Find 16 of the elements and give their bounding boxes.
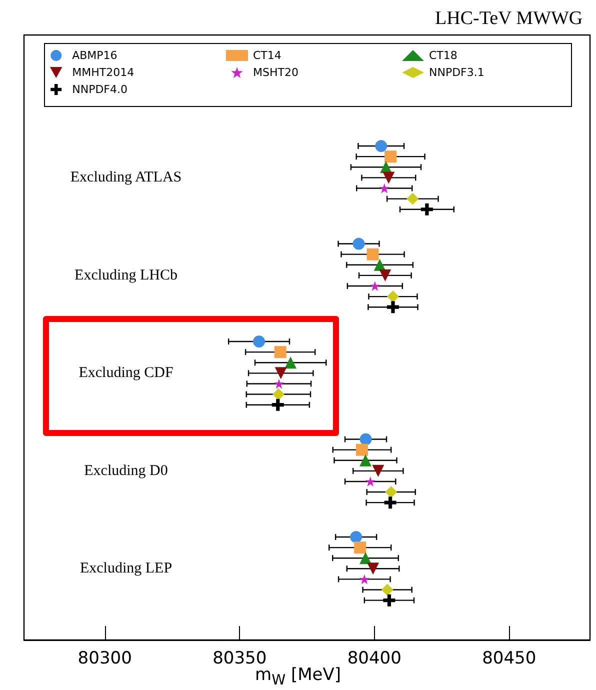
y-tick-label: Excluding CDF bbox=[78, 365, 174, 382]
legend-label: NNPDF4.0 bbox=[72, 83, 128, 96]
x-tick-label: 80400 bbox=[347, 648, 402, 668]
x-tick-label: 80300 bbox=[78, 648, 132, 668]
x-tick-label: 80450 bbox=[482, 648, 536, 668]
legend-label: NNPDF3.1 bbox=[429, 66, 484, 79]
y-tick-label: Excluding LHCb bbox=[74, 267, 178, 284]
legend-label: CT18 bbox=[429, 49, 458, 62]
legend-label: ABMP16 bbox=[72, 49, 118, 62]
legend-label: MMHT2014 bbox=[72, 66, 134, 79]
chart-title: LHC-TeV MWWG bbox=[435, 8, 583, 29]
legend-label: MSHT20 bbox=[253, 66, 298, 79]
legend-label: CT14 bbox=[253, 49, 282, 62]
y-tick-label: Excluding D0 bbox=[84, 462, 168, 479]
y-tick-label: Excluding ATLAS bbox=[70, 170, 182, 186]
y-tick-label: Excluding LEP bbox=[80, 560, 172, 577]
